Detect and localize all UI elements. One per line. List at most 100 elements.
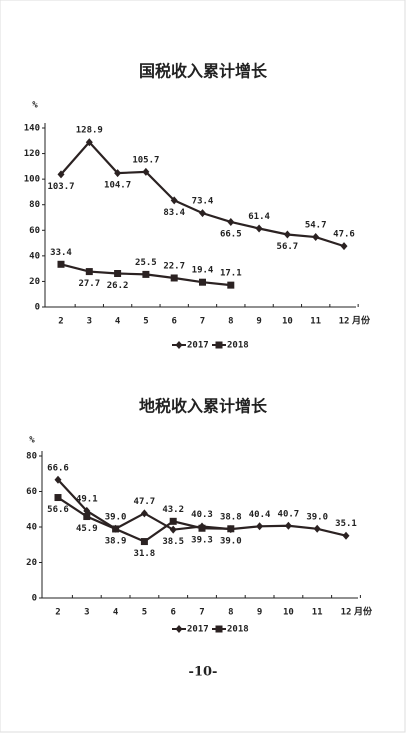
point [283, 230, 291, 239]
y-tick-label: 40 [29, 251, 40, 261]
page-number: -10- [189, 665, 218, 680]
point [140, 509, 148, 518]
data-label: 38.9 [105, 536, 127, 546]
data-label: 54.7 [305, 221, 327, 231]
y-tick-label: 80 [26, 452, 37, 462]
data-label: 35.1 [335, 519, 357, 529]
data-label: 19.4 [192, 266, 214, 276]
data-label: 26.2 [107, 281, 129, 291]
point [142, 167, 150, 176]
legend-label: 2018 [227, 341, 249, 351]
point [142, 270, 150, 278]
point [255, 224, 263, 233]
data-label: 43.2 [162, 505, 184, 515]
point [85, 268, 93, 276]
data-label: 40.4 [249, 510, 271, 520]
x-tick-label: 11 [310, 317, 321, 327]
point [313, 524, 321, 533]
point [312, 233, 320, 242]
y-tick-label: 0 [35, 303, 40, 313]
x-tick-label: 7 [200, 317, 205, 327]
point [83, 506, 91, 515]
y-tick-label: 60 [26, 487, 37, 497]
point [227, 217, 235, 226]
x-tick-label: 3 [84, 608, 89, 618]
y-tick-label: 80 [29, 200, 40, 210]
x-tick-label: 8 [228, 317, 233, 327]
data-label: 38.8 [220, 513, 242, 523]
point [85, 138, 93, 147]
chart-title: 地税收入累计增长 [139, 397, 268, 416]
y-tick-label: 140 [24, 124, 40, 134]
point [215, 625, 223, 633]
point [198, 524, 206, 532]
point [83, 513, 91, 521]
x-tick-label: 2 [55, 608, 60, 618]
data-label: 45.9 [76, 524, 98, 534]
point [140, 538, 148, 546]
data-label: 22.7 [163, 261, 185, 271]
data-label: 128.9 [76, 126, 103, 136]
point [54, 494, 62, 502]
x-tick-label: 9 [257, 608, 262, 618]
x-tick-label: 10 [283, 608, 294, 618]
point [170, 274, 178, 282]
point [175, 341, 183, 349]
x-tick-label: 7 [199, 608, 204, 618]
point [54, 475, 62, 484]
data-label: 31.8 [134, 549, 156, 559]
data-label: 25.5 [135, 258, 157, 268]
data-label: 105.7 [132, 155, 159, 165]
data-label: 39.0 [220, 536, 242, 546]
x-axis-label: 月份 [351, 315, 371, 327]
x-tick-label: 9 [256, 317, 261, 327]
point [114, 169, 122, 178]
data-label: 39.0 [105, 512, 127, 522]
point [199, 278, 206, 286]
data-label: 47.7 [134, 497, 156, 507]
data-label: 61.4 [248, 212, 270, 222]
data-label: 66.5 [220, 229, 242, 239]
point [57, 260, 65, 268]
x-tick-label: 6 [170, 608, 175, 618]
data-label: 39.0 [306, 512, 328, 522]
data-label: 40.7 [278, 509, 300, 519]
x-tick-label: 12 [341, 608, 352, 618]
data-label: 56.7 [277, 242, 299, 252]
point [175, 625, 183, 633]
data-label: 17.1 [220, 269, 242, 279]
point [256, 522, 264, 531]
legend-label: 2017 [187, 341, 209, 351]
point [114, 270, 122, 278]
data-label: 104.7 [104, 181, 131, 191]
data-label: 47.6 [333, 230, 355, 240]
data-label: 40.3 [191, 510, 213, 520]
x-tick-label: 8 [228, 608, 233, 618]
point [340, 242, 348, 251]
legend-label: 2018 [227, 625, 249, 635]
data-label: 73.4 [192, 197, 214, 207]
point [215, 341, 223, 349]
data-label: 38.5 [162, 537, 184, 547]
data-label: 39.3 [191, 536, 213, 546]
y-tick-label: 40 [26, 523, 37, 533]
x-tick-label: 10 [282, 317, 293, 327]
y-tick-label: 100 [24, 175, 40, 185]
x-tick-label: 4 [113, 608, 119, 618]
x-tick-label: 4 [115, 317, 121, 327]
point [342, 531, 350, 540]
point [169, 517, 177, 525]
data-label: 83.4 [163, 208, 185, 218]
point [199, 209, 206, 218]
data-label: 66.6 [47, 463, 69, 473]
x-tick-label: 6 [171, 317, 176, 327]
point [284, 521, 292, 530]
point [227, 525, 235, 533]
legend-label: 2017 [187, 625, 209, 635]
point [170, 196, 178, 205]
x-tick-label: 2 [58, 317, 63, 327]
data-label: 33.4 [50, 248, 72, 258]
point [169, 525, 177, 534]
